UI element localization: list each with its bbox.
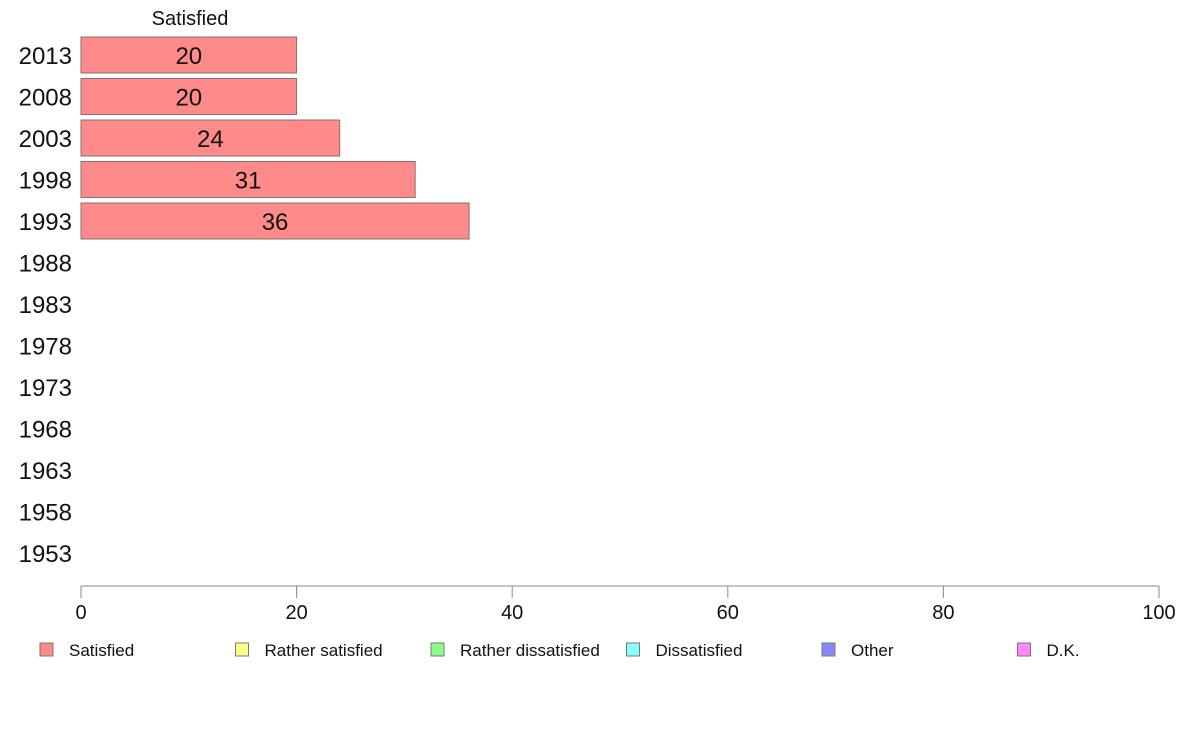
- bar-value-label: 24: [197, 126, 224, 153]
- legend-label: Rather satisfied: [265, 641, 383, 660]
- bar-value-label: 36: [262, 209, 289, 236]
- y-tick-label: 1953: [19, 541, 72, 568]
- bar-value-label: 20: [175, 85, 202, 112]
- bar-segment: [80, 78, 298, 115]
- y-tick-label: 1963: [19, 458, 72, 485]
- legend-swatch: [39, 642, 54, 657]
- y-tick-label: 1988: [19, 251, 72, 278]
- bar-segment: [80, 36, 298, 74]
- legend-swatch: [430, 642, 445, 657]
- bar-segment: [80, 161, 416, 198]
- y-tick-label: 1978: [19, 334, 72, 361]
- legend-swatch: [235, 642, 249, 657]
- legend-swatch: [626, 642, 640, 657]
- legend-label: Rather dissatisfied: [460, 641, 600, 660]
- y-tick-label: 1993: [19, 209, 72, 236]
- legend-label: D.K.: [1047, 641, 1080, 660]
- y-tick-label: 1973: [19, 375, 72, 402]
- series-header-label: Satisfied: [152, 8, 229, 30]
- y-tick-label: 2008: [19, 85, 72, 112]
- legend-label: Other: [851, 641, 894, 660]
- y-tick-label: 2013: [19, 43, 72, 70]
- y-tick-label: 1968: [19, 417, 72, 444]
- y-tick-label: 2003: [19, 126, 72, 153]
- bar-value-label: 20: [175, 43, 202, 70]
- legend-label: Satisfied: [69, 641, 134, 660]
- x-tick-label: 20: [285, 602, 307, 624]
- bar-value-label: 31: [235, 168, 262, 195]
- legend-swatch: [1017, 642, 1031, 657]
- x-tick-label: 40: [501, 602, 523, 624]
- x-tick-label: 0: [75, 602, 86, 624]
- x-axis: 0 20 40 60 80 100: [75, 585, 1176, 624]
- x-tick-label: 100: [1142, 602, 1175, 624]
- bar-segment: [80, 119, 341, 157]
- x-tick-label: 80: [932, 602, 954, 624]
- y-tick-label: 1998: [19, 168, 72, 195]
- legend-label: Dissatisfied: [656, 641, 743, 660]
- x-tick-label: 60: [717, 602, 739, 624]
- y-axis-labels: 2013 2008 2003 1998 1993 1988 1983 1978 1973 1968…: [19, 43, 72, 568]
- legend-swatch: [821, 642, 836, 657]
- y-tick-label: 1983: [19, 292, 72, 319]
- bar-segment: [80, 202, 470, 240]
- legend: Satisfied Rather satisfied Rather dissatis…: [39, 641, 1080, 660]
- y-tick-label: 1958: [19, 500, 72, 527]
